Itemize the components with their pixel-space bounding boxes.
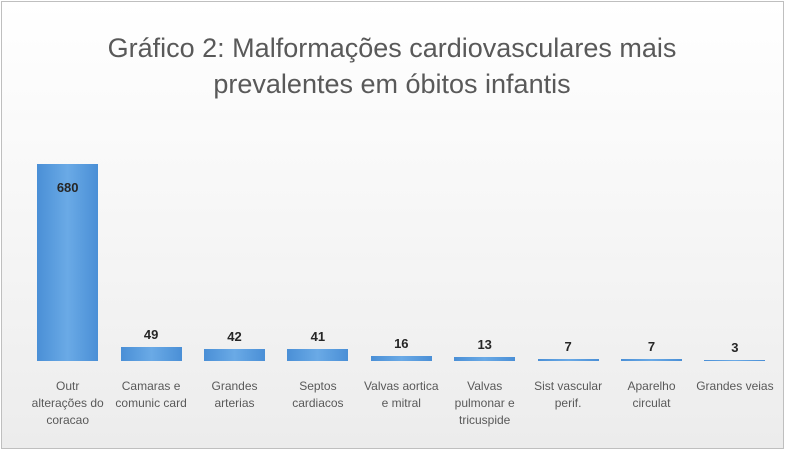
chart-title: Gráfico 2: Malformações cardiovasculares… [107, 33, 677, 99]
x-tick-label: Grandes veias [696, 379, 774, 393]
x-tick-label: Camaras e comunic card [115, 379, 187, 410]
x-tick-label: Outr alterações do coracao [31, 379, 104, 427]
data-label: 13 [477, 337, 492, 353]
bar [120, 346, 182, 361]
bar [287, 349, 349, 361]
bar [37, 164, 99, 361]
x-tick-label: Sist vascular perif. [534, 379, 603, 410]
data-label: 16 [394, 336, 409, 352]
bar [537, 358, 599, 361]
data-label: 3 [731, 340, 739, 356]
bar [704, 360, 766, 361]
data-label: 7 [647, 338, 656, 354]
x-tick-label: Valvas pulmonar e tricuspide [454, 379, 515, 427]
data-label: 7 [564, 338, 572, 354]
x-tick-label: Septos cardiacos [292, 379, 344, 410]
data-label: 41 [310, 329, 326, 345]
bar [204, 348, 265, 361]
x-tick-label: Grandes arterias [211, 379, 258, 410]
bar [370, 356, 432, 361]
data-label: 49 [143, 326, 159, 342]
bar [621, 358, 682, 361]
data-label: 680 [56, 180, 79, 195]
data-label: 42 [227, 328, 242, 344]
x-tick-label: Valvas aortica e mitral [364, 379, 439, 410]
bar [454, 357, 516, 361]
x-tick-label: Aparelho circulat [627, 379, 676, 410]
